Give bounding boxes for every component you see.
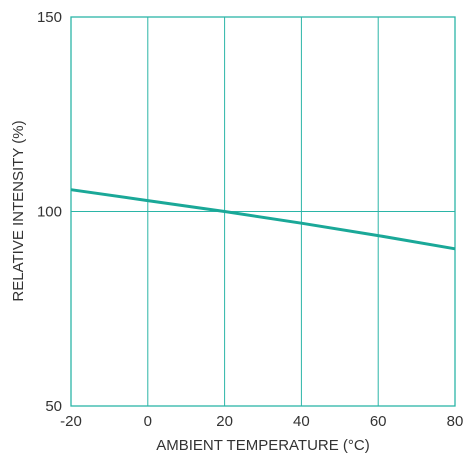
x-axis-title: AMBIENT TEMPERATURE (°C): [156, 437, 370, 454]
x-tick-label: 40: [293, 413, 310, 430]
series-layer: [70, 188, 456, 251]
x-tick-labels: -20 0 20 40 60 80: [60, 413, 463, 430]
series-line-1: [70, 188, 456, 251]
plot-frame: [70, 16, 456, 407]
x-tick-label: 0: [144, 413, 152, 430]
y-axis-title: RELATIVE INTENSITY (%): [10, 120, 27, 301]
y-tick-label: 150: [37, 9, 62, 26]
grid: [71, 17, 455, 406]
x-tick-label: 20: [216, 413, 233, 430]
y-tick-labels: 50 100 150: [37, 9, 62, 415]
x-tick-label: 60: [370, 413, 387, 430]
x-tick-label: 80: [447, 413, 464, 430]
y-tick-label: 50: [45, 398, 62, 415]
y-tick-label: 100: [37, 204, 62, 221]
x-tick-label: -20: [60, 413, 82, 430]
